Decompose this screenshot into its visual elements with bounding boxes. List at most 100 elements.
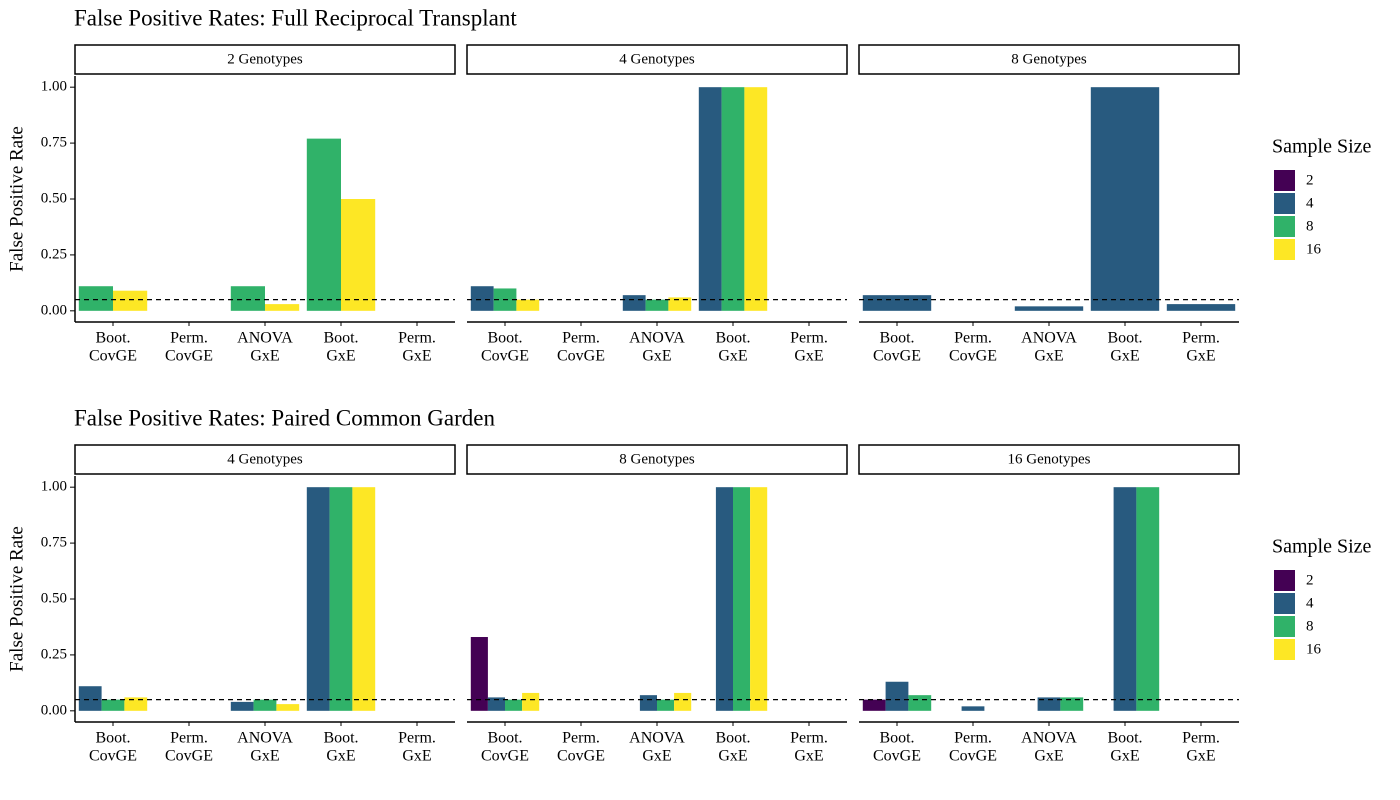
x-tick-label: Boot. xyxy=(487,730,522,747)
bar xyxy=(253,699,277,711)
x-tick-label: CovGE xyxy=(557,748,605,765)
bar xyxy=(698,87,722,311)
bar xyxy=(744,87,768,311)
facet-strip xyxy=(74,44,456,75)
x-tick-label: GxE xyxy=(1034,748,1063,765)
facet-label: 4 Genotypes xyxy=(619,51,695,67)
x-tick-label: Boot. xyxy=(1107,730,1142,747)
bar xyxy=(674,692,692,711)
facet-label: 16 Genotypes xyxy=(1008,451,1091,467)
x-tick-label: ANOVA xyxy=(629,730,685,747)
x-tick-label: CovGE xyxy=(165,748,213,765)
legend-key xyxy=(1274,639,1295,660)
bar xyxy=(1113,487,1137,711)
legend-label: 4 xyxy=(1306,195,1314,211)
bar xyxy=(516,299,540,311)
x-tick-label: Perm. xyxy=(562,330,600,347)
y-tick-label: 0.00 xyxy=(41,702,67,718)
x-tick-label: GxE xyxy=(326,748,355,765)
bar xyxy=(645,299,669,311)
legend-title: Sample Size xyxy=(1272,136,1372,158)
bar xyxy=(306,138,341,311)
legend-key xyxy=(1274,616,1295,637)
bar xyxy=(276,704,300,711)
bar xyxy=(101,699,125,711)
y-tick-label: 0.50 xyxy=(41,190,67,206)
x-tick-label: Perm. xyxy=(1182,730,1220,747)
bar xyxy=(329,487,353,711)
bar xyxy=(265,304,300,311)
x-tick-label: GxE xyxy=(402,348,431,365)
bar xyxy=(1136,487,1160,711)
bar xyxy=(78,286,113,311)
bar xyxy=(733,487,751,711)
y-axis-label: False Positive Rate xyxy=(6,126,27,272)
x-tick-label: GxE xyxy=(1034,348,1063,365)
x-tick-label: CovGE xyxy=(873,748,921,765)
facet-label: 8 Genotypes xyxy=(1011,51,1087,67)
x-tick-label: Boot. xyxy=(1107,330,1142,347)
x-tick-label: Perm. xyxy=(790,730,828,747)
bar xyxy=(622,295,646,311)
y-tick-label: 1.00 xyxy=(41,479,67,495)
x-tick-label: Boot. xyxy=(323,330,358,347)
x-tick-label: Boot. xyxy=(487,330,522,347)
x-tick-label: GxE xyxy=(326,348,355,365)
x-tick-label: GxE xyxy=(718,348,747,365)
x-tick-label: CovGE xyxy=(873,348,921,365)
facet-strip xyxy=(858,444,1240,475)
legend-label: 8 xyxy=(1306,618,1314,634)
legend-key xyxy=(1274,193,1295,214)
bar xyxy=(639,695,657,711)
y-tick-label: 0.25 xyxy=(41,246,67,262)
bar xyxy=(487,697,505,711)
x-tick-label: Perm. xyxy=(954,730,992,747)
facet-strip xyxy=(74,444,456,475)
x-tick-label: GxE xyxy=(402,748,431,765)
x-tick-label: Perm. xyxy=(170,730,208,747)
bar xyxy=(1014,306,1084,311)
legend-label: 16 xyxy=(1306,241,1322,257)
facet-label: 2 Genotypes xyxy=(227,51,303,67)
facet-strip xyxy=(466,444,848,475)
legend-key xyxy=(1274,570,1295,591)
chart-title: False Positive Rates: Paired Common Gard… xyxy=(74,405,495,430)
x-tick-label: Boot. xyxy=(323,730,358,747)
bar xyxy=(470,637,488,711)
x-tick-label: Boot. xyxy=(715,730,750,747)
legend-label: 2 xyxy=(1306,572,1314,588)
bar xyxy=(78,686,102,711)
legend-label: 4 xyxy=(1306,595,1314,611)
bar xyxy=(908,695,932,711)
facet-label: 8 Genotypes xyxy=(619,451,695,467)
bar xyxy=(885,681,909,711)
y-tick-label: 0.00 xyxy=(41,302,67,318)
x-tick-label: Boot. xyxy=(715,330,750,347)
x-tick-label: CovGE xyxy=(949,748,997,765)
legend-label: 16 xyxy=(1306,641,1322,657)
bar xyxy=(470,286,494,311)
x-tick-label: Perm. xyxy=(1182,330,1220,347)
x-tick-label: Boot. xyxy=(95,330,130,347)
x-tick-label: GxE xyxy=(718,748,747,765)
x-tick-label: CovGE xyxy=(89,348,137,365)
bar xyxy=(1037,697,1061,711)
facet-label: 4 Genotypes xyxy=(227,451,303,467)
bar xyxy=(306,487,330,711)
bar xyxy=(668,297,692,311)
legend-label: 2 xyxy=(1306,172,1314,188)
legend-key xyxy=(1274,239,1295,260)
bar xyxy=(1166,304,1236,311)
facet-strip xyxy=(466,44,848,75)
legend-key xyxy=(1274,216,1295,237)
x-tick-label: GxE xyxy=(250,348,279,365)
bar xyxy=(230,286,265,311)
bar xyxy=(505,699,523,711)
y-axis-label: False Positive Rate xyxy=(6,526,27,672)
bar xyxy=(721,87,745,311)
x-tick-label: Perm. xyxy=(398,330,436,347)
x-tick-label: CovGE xyxy=(481,348,529,365)
bar xyxy=(657,699,675,711)
x-tick-label: ANOVA xyxy=(1021,730,1077,747)
x-tick-label: Perm. xyxy=(562,730,600,747)
